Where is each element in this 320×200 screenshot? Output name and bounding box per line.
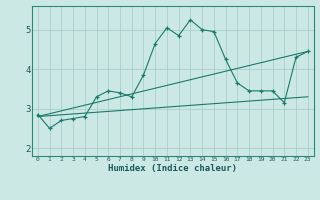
X-axis label: Humidex (Indice chaleur): Humidex (Indice chaleur) xyxy=(108,164,237,173)
